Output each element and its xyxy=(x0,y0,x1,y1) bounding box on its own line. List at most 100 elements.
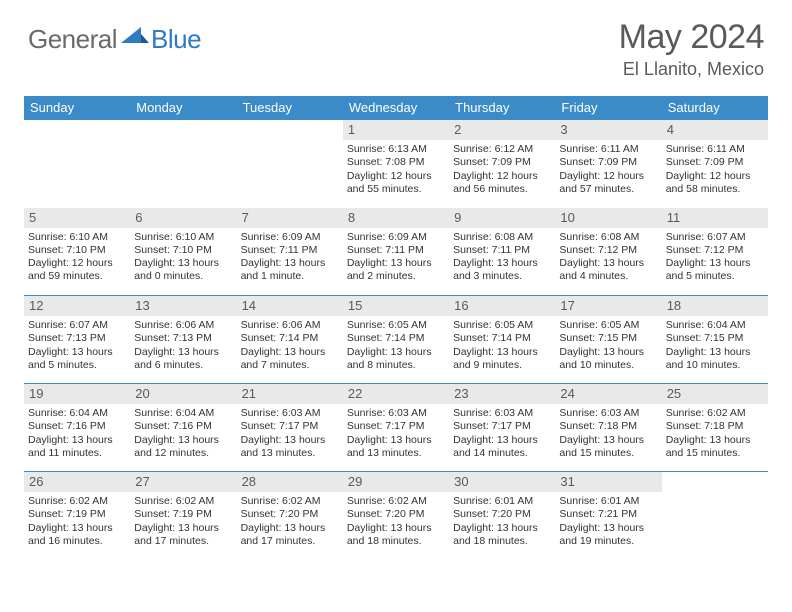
sunset-value: 7:10 PM xyxy=(173,244,212,256)
sunrise-value: 6:04 AM xyxy=(707,319,746,331)
daylight-label: Daylight: xyxy=(241,346,282,358)
logo-text-blue: Blue xyxy=(151,24,201,55)
day-info: Sunrise: 6:05 AMSunset: 7:15 PMDaylight:… xyxy=(559,319,657,372)
location: El Llanito, Mexico xyxy=(619,59,764,80)
sunrise-value: 6:07 AM xyxy=(69,319,108,331)
sunrise-line: Sunrise: 6:11 AM xyxy=(666,143,764,156)
day-info: Sunrise: 6:03 AMSunset: 7:17 PMDaylight:… xyxy=(347,407,445,460)
sunset-label: Sunset: xyxy=(666,332,702,344)
sunrise-label: Sunrise: xyxy=(453,407,492,419)
sunrise-label: Sunrise: xyxy=(241,231,280,243)
daylight-line: Daylight: 13 hours and 8 minutes. xyxy=(347,346,445,372)
weekday-header: Monday xyxy=(130,96,236,120)
daylight-line: Daylight: 13 hours and 10 minutes. xyxy=(559,346,657,372)
daylight-label: Daylight: xyxy=(666,257,707,269)
calendar-day-cell: 13Sunrise: 6:06 AMSunset: 7:13 PMDayligh… xyxy=(130,296,236,384)
day-info: Sunrise: 6:05 AMSunset: 7:14 PMDaylight:… xyxy=(453,319,551,372)
day-info: Sunrise: 6:06 AMSunset: 7:13 PMDaylight:… xyxy=(134,319,232,372)
sunrise-label: Sunrise: xyxy=(453,495,492,507)
calendar-empty-cell xyxy=(237,120,343,208)
day-info: Sunrise: 6:12 AMSunset: 7:09 PMDaylight:… xyxy=(453,143,551,196)
calendar-day-cell: 30Sunrise: 6:01 AMSunset: 7:20 PMDayligh… xyxy=(449,472,555,560)
day-number: 11 xyxy=(662,208,768,228)
sunset-value: 7:14 PM xyxy=(492,332,531,344)
sunset-value: 7:20 PM xyxy=(385,508,424,520)
sunset-label: Sunset: xyxy=(28,420,64,432)
sunset-label: Sunset: xyxy=(347,332,383,344)
sunset-value: 7:11 PM xyxy=(279,244,317,256)
sunrise-label: Sunrise: xyxy=(134,495,173,507)
calendar-day-cell: 1Sunrise: 6:13 AMSunset: 7:08 PMDaylight… xyxy=(343,120,449,208)
sunset-value: 7:19 PM xyxy=(67,508,106,520)
daylight-line: Daylight: 13 hours and 18 minutes. xyxy=(347,522,445,548)
sunrise-label: Sunrise: xyxy=(666,143,705,155)
daylight-label: Daylight: xyxy=(666,170,707,182)
sunset-label: Sunset: xyxy=(28,508,64,520)
daylight-line: Daylight: 13 hours and 5 minutes. xyxy=(28,346,126,372)
calendar-day-cell: 8Sunrise: 6:09 AMSunset: 7:11 PMDaylight… xyxy=(343,208,449,296)
sunrise-label: Sunrise: xyxy=(559,407,598,419)
sunrise-line: Sunrise: 6:11 AM xyxy=(559,143,657,156)
sunrise-line: Sunrise: 6:08 AM xyxy=(453,231,551,244)
day-info: Sunrise: 6:09 AMSunset: 7:11 PMDaylight:… xyxy=(347,231,445,284)
sunrise-label: Sunrise: xyxy=(453,319,492,331)
daylight-line: Daylight: 13 hours and 10 minutes. xyxy=(666,346,764,372)
daylight-line: Daylight: 13 hours and 2 minutes. xyxy=(347,257,445,283)
calendar-day-cell: 15Sunrise: 6:05 AMSunset: 7:14 PMDayligh… xyxy=(343,296,449,384)
sunrise-line: Sunrise: 6:02 AM xyxy=(241,495,339,508)
calendar-day-cell: 4Sunrise: 6:11 AMSunset: 7:09 PMDaylight… xyxy=(662,120,768,208)
sunrise-value: 6:03 AM xyxy=(601,407,640,419)
day-info: Sunrise: 6:03 AMSunset: 7:17 PMDaylight:… xyxy=(241,407,339,460)
sunrise-label: Sunrise: xyxy=(666,231,705,243)
sunset-label: Sunset: xyxy=(666,420,702,432)
sunset-label: Sunset: xyxy=(241,244,277,256)
calendar-table: SundayMondayTuesdayWednesdayThursdayFrid… xyxy=(24,96,768,560)
logo-triangle-icon xyxy=(121,25,149,50)
calendar-week-row: 19Sunrise: 6:04 AMSunset: 7:16 PMDayligh… xyxy=(24,384,768,472)
sunset-label: Sunset: xyxy=(134,508,170,520)
day-number: 18 xyxy=(662,296,768,316)
daylight-label: Daylight: xyxy=(134,522,175,534)
daylight-line: Daylight: 13 hours and 1 minute. xyxy=(241,257,339,283)
day-number: 30 xyxy=(449,472,555,492)
sunset-line: Sunset: 7:12 PM xyxy=(559,244,657,257)
day-info: Sunrise: 6:02 AMSunset: 7:19 PMDaylight:… xyxy=(134,495,232,548)
daylight-line: Daylight: 13 hours and 11 minutes. xyxy=(28,434,126,460)
daylight-line: Daylight: 13 hours and 15 minutes. xyxy=(559,434,657,460)
day-number: 12 xyxy=(24,296,130,316)
sunrise-value: 6:04 AM xyxy=(69,407,108,419)
daylight-line: Daylight: 13 hours and 16 minutes. xyxy=(28,522,126,548)
sunrise-value: 6:05 AM xyxy=(601,319,640,331)
sunrise-value: 6:03 AM xyxy=(495,407,534,419)
sunset-label: Sunset: xyxy=(559,332,595,344)
sunrise-value: 6:02 AM xyxy=(282,495,321,507)
sunset-label: Sunset: xyxy=(559,508,595,520)
sunset-line: Sunset: 7:15 PM xyxy=(666,332,764,345)
daylight-label: Daylight: xyxy=(347,434,388,446)
daylight-label: Daylight: xyxy=(134,257,175,269)
day-info: Sunrise: 6:13 AMSunset: 7:08 PMDaylight:… xyxy=(347,143,445,196)
sunrise-value: 6:02 AM xyxy=(176,495,215,507)
day-number: 23 xyxy=(449,384,555,404)
sunrise-label: Sunrise: xyxy=(241,495,280,507)
day-number: 19 xyxy=(24,384,130,404)
daylight-line: Daylight: 12 hours and 57 minutes. xyxy=(559,170,657,196)
sunrise-value: 6:06 AM xyxy=(282,319,321,331)
sunset-line: Sunset: 7:15 PM xyxy=(559,332,657,345)
day-number: 31 xyxy=(555,472,661,492)
day-number: 6 xyxy=(130,208,236,228)
sunset-value: 7:09 PM xyxy=(492,156,531,168)
day-number: 27 xyxy=(130,472,236,492)
sunset-value: 7:20 PM xyxy=(492,508,531,520)
daylight-label: Daylight: xyxy=(28,346,69,358)
calendar-day-cell: 16Sunrise: 6:05 AMSunset: 7:14 PMDayligh… xyxy=(449,296,555,384)
daylight-line: Daylight: 13 hours and 6 minutes. xyxy=(134,346,232,372)
sunrise-value: 6:02 AM xyxy=(707,407,746,419)
sunrise-label: Sunrise: xyxy=(134,319,173,331)
day-number: 24 xyxy=(555,384,661,404)
sunset-line: Sunset: 7:12 PM xyxy=(666,244,764,257)
day-number: 10 xyxy=(555,208,661,228)
day-info: Sunrise: 6:04 AMSunset: 7:16 PMDaylight:… xyxy=(28,407,126,460)
sunrise-line: Sunrise: 6:13 AM xyxy=(347,143,445,156)
sunset-value: 7:17 PM xyxy=(279,420,318,432)
